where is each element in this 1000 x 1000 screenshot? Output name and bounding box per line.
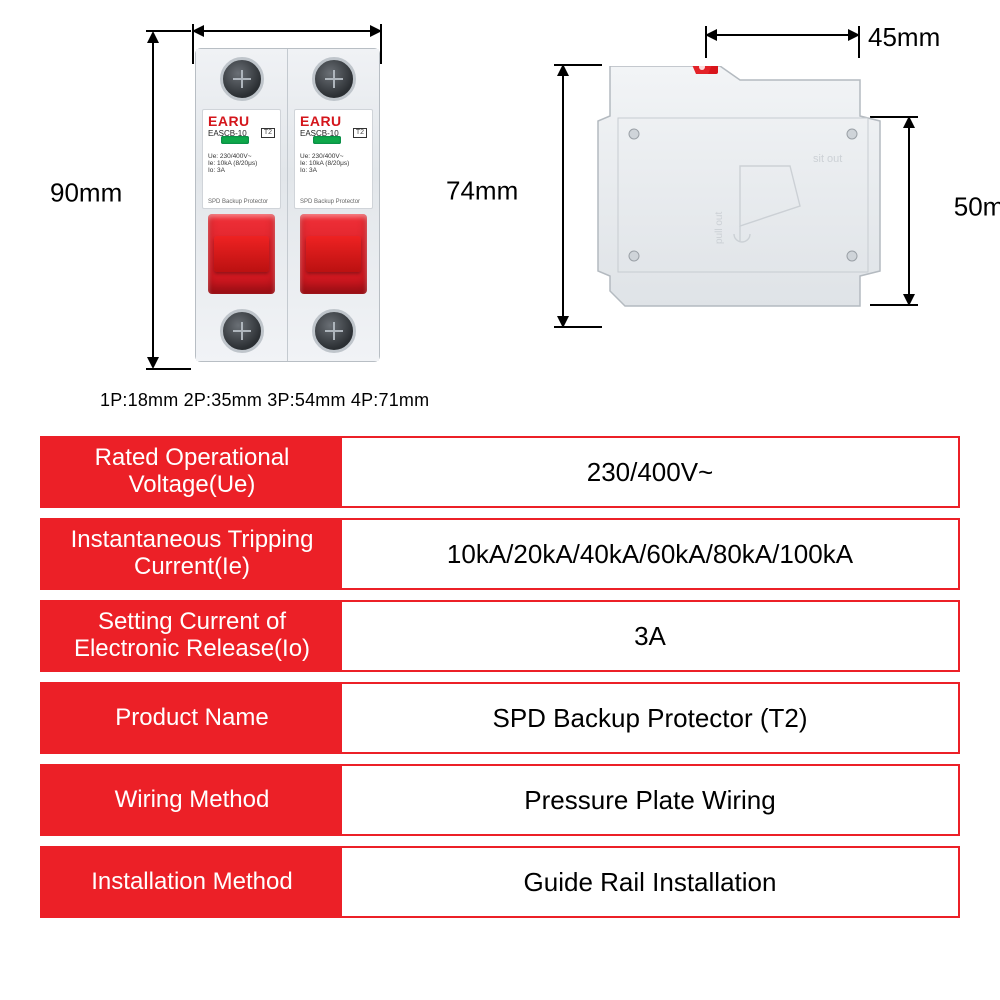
side-view: 45mm 74mm 50mm bbox=[530, 30, 950, 370]
class-badge: T2 bbox=[353, 128, 367, 138]
class-badge: T2 bbox=[261, 128, 275, 138]
led-indicator bbox=[221, 136, 249, 144]
spec-key: Installation Method bbox=[42, 848, 342, 916]
spec-io: Io: 3A bbox=[300, 167, 367, 174]
table-row: Wiring Method Pressure Plate Wiring bbox=[40, 764, 960, 836]
pole-1: EARU EASCB-10 T2 Ue: 230/400V~ Ie: 10kA … bbox=[196, 49, 288, 361]
spec-value: 10kA/20kA/40kA/60kA/80kA/100kA bbox=[342, 520, 958, 588]
spec-key: Setting Current of Electronic Release(Io… bbox=[42, 602, 342, 670]
table-row: Product Name SPD Backup Protector (T2) bbox=[40, 682, 960, 754]
dim-label: 45mm bbox=[868, 22, 940, 53]
table-row: Rated Operational Voltage(Ue) 230/400V~ bbox=[40, 436, 960, 508]
spec-ue: Ue: 230/400V~ bbox=[300, 153, 367, 160]
dim-right-50: 50mm bbox=[898, 116, 958, 306]
dim-left-74: 74mm bbox=[514, 64, 574, 328]
table-row: Installation Method Guide Rail Installat… bbox=[40, 846, 960, 918]
spec-ue: Ue: 230/400V~ bbox=[208, 153, 275, 160]
dim-label: 50mm bbox=[954, 192, 1000, 223]
svg-text:pull out: pull out bbox=[714, 212, 725, 244]
spec-io: Io: 3A bbox=[208, 167, 275, 174]
svg-text:sit out: sit out bbox=[813, 153, 842, 165]
spec-key: Wiring Method bbox=[42, 766, 342, 834]
front-view: 90mm EARU EASCB-10 T2 Ue: 230/400V~ Ie: … bbox=[110, 30, 400, 370]
dim-top-45: 45mm bbox=[705, 28, 860, 54]
spec-value: Guide Rail Installation bbox=[342, 848, 958, 916]
terminal-bottom bbox=[312, 309, 356, 353]
toggle-switch bbox=[300, 214, 367, 294]
dim-label: 74mm bbox=[446, 175, 518, 206]
terminal-bottom bbox=[220, 309, 264, 353]
spec-value: Pressure Plate Wiring bbox=[342, 766, 958, 834]
led-indicator bbox=[313, 136, 341, 144]
diagram-area: 90mm EARU EASCB-10 T2 Ue: 230/400V~ Ie: … bbox=[0, 0, 1000, 420]
dim-label: 90mm bbox=[50, 178, 122, 209]
spec-table: Rated Operational Voltage(Ue) 230/400V~ … bbox=[40, 436, 960, 918]
label-footer: SPD Backup Protector bbox=[208, 199, 275, 206]
dim-height-90: 90mm bbox=[106, 30, 166, 370]
spec-key: Product Name bbox=[42, 684, 342, 752]
side-profile: sit out pull out bbox=[590, 66, 890, 324]
device-label-panel: EARU EASCB-10 T2 Ue: 230/400V~ Ie: 10kA … bbox=[294, 109, 373, 209]
label-footer: SPD Backup Protector bbox=[300, 199, 367, 206]
breaker-front: EARU EASCB-10 T2 Ue: 230/400V~ Ie: 10kA … bbox=[195, 48, 380, 362]
toggle-switch bbox=[208, 214, 275, 294]
table-row: Instantaneous Tripping Current(Ie) 10kA/… bbox=[40, 518, 960, 590]
pole-2: EARU EASCB-10 T2 Ue: 230/400V~ Ie: 10kA … bbox=[288, 49, 379, 361]
spec-key: Instantaneous Tripping Current(Ie) bbox=[42, 520, 342, 588]
spec-ie: Ie: 10kA (8/20μs) bbox=[300, 160, 367, 167]
spec-ie: Ie: 10kA (8/20μs) bbox=[208, 160, 275, 167]
spec-value: 3A bbox=[342, 602, 958, 670]
spec-value: 230/400V~ bbox=[342, 438, 958, 506]
table-row: Setting Current of Electronic Release(Io… bbox=[40, 600, 960, 672]
terminal-top bbox=[220, 57, 264, 101]
spec-value: SPD Backup Protector (T2) bbox=[342, 684, 958, 752]
device-label-panel: EARU EASCB-10 T2 Ue: 230/400V~ Ie: 10kA … bbox=[202, 109, 281, 209]
pole-sizes-line: 1P:18mm 2P:35mm 3P:54mm 4P:71mm bbox=[100, 390, 429, 411]
terminal-top bbox=[312, 57, 356, 101]
spec-key: Rated Operational Voltage(Ue) bbox=[42, 438, 342, 506]
